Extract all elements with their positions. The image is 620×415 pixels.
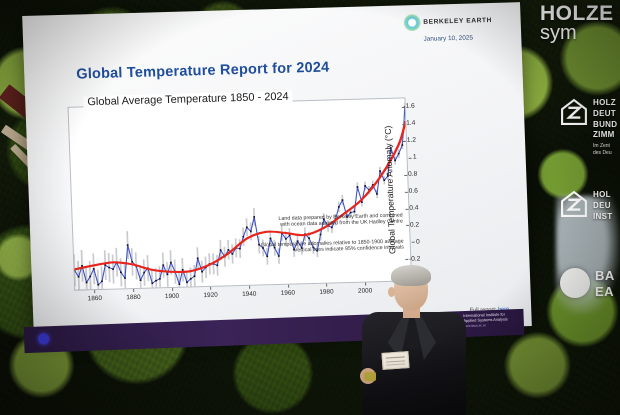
signage-headline-line2: sym <box>540 22 577 44</box>
y-tick-label: 0.8 <box>407 170 418 179</box>
x-tick-label: 1900 <box>164 292 180 301</box>
y-tick-label: 1.4 <box>406 120 416 128</box>
temperature-chart: -0.4-0.200.20.40.60.811.21.41.6 18601880… <box>67 80 465 313</box>
x-tick-label: 1860 <box>87 294 103 303</box>
chart-plot-area: -0.4-0.200.20.40.60.811.21.41.6 18601880… <box>67 97 421 302</box>
y-tick-label: 1 <box>412 153 417 161</box>
speaker-name-badge <box>381 351 410 370</box>
chart-series-svg <box>73 102 407 290</box>
signage-headline-line1: HOLZE <box>540 2 614 25</box>
chart-canvas <box>69 98 412 290</box>
signage-headline: HOLZE sym <box>540 2 614 45</box>
y-tick-label: 0.4 <box>409 204 419 212</box>
y-tick-label: 1.2 <box>406 136 417 145</box>
y-tick-label: 0.6 <box>408 187 418 195</box>
signage-block-3: BA EA <box>560 268 615 301</box>
signage-b2-line1: HOL <box>593 190 611 199</box>
y-tick-label: 0 <box>415 238 420 246</box>
house-z-logo-icon <box>561 190 587 217</box>
signage-block-1: HOLZ DEUT BUND ZIMM Im Zent des Deu <box>560 98 617 157</box>
x-tick-label: 1980 <box>319 288 334 296</box>
presenter-remote-icon <box>364 372 376 381</box>
speaker-ear <box>388 287 395 297</box>
signage-b1-line1: HOLZ <box>593 98 616 107</box>
y-tick-label: -0.2 <box>408 255 421 263</box>
signage-b1-sub2: des Deu <box>593 150 612 157</box>
brand-name: BERKELEY EARTH <box>423 16 493 26</box>
page-title: Global Temperature Report for 2024 <box>76 59 330 83</box>
x-tick-label: 1880 <box>126 293 141 302</box>
signage-b1-line4: ZIMM <box>593 130 615 140</box>
x-tick-label: 1940 <box>242 290 257 299</box>
y-tick-label: 0.2 <box>409 221 420 229</box>
berkeley-earth-branding: BERKELEY EARTH January 10, 2025 <box>392 12 503 44</box>
x-tick-label: 1920 <box>203 291 218 300</box>
signage-b2-line3: INST <box>593 211 613 221</box>
signage-b3-line1: BA <box>595 268 615 283</box>
x-tick-label: 1960 <box>280 289 296 297</box>
berkeley-earth-logo-icon <box>402 13 421 32</box>
signage-b2-line2: DEU <box>593 200 611 210</box>
berkeley-earth-circle-icon <box>560 268 590 298</box>
signage-b1-line2: DEUT <box>593 108 616 118</box>
projection-screen: Global Temperature Report for 2024 BERKE… <box>22 2 532 340</box>
y-tick-label: 1.6 <box>405 103 415 111</box>
signage-b3-line2: EA <box>595 284 615 300</box>
signage-b1-sub1: Im Zent <box>593 143 610 150</box>
signage-b1-line3: BUND <box>593 119 618 129</box>
slide-date: January 10, 2025 <box>423 34 474 43</box>
house-z-logo-icon <box>561 98 587 125</box>
speaker-hair <box>391 265 431 286</box>
speaker-figure <box>358 265 470 415</box>
signage-block-2: HOL DEU INST <box>560 190 612 222</box>
blue-light-dot-icon <box>37 333 50 345</box>
